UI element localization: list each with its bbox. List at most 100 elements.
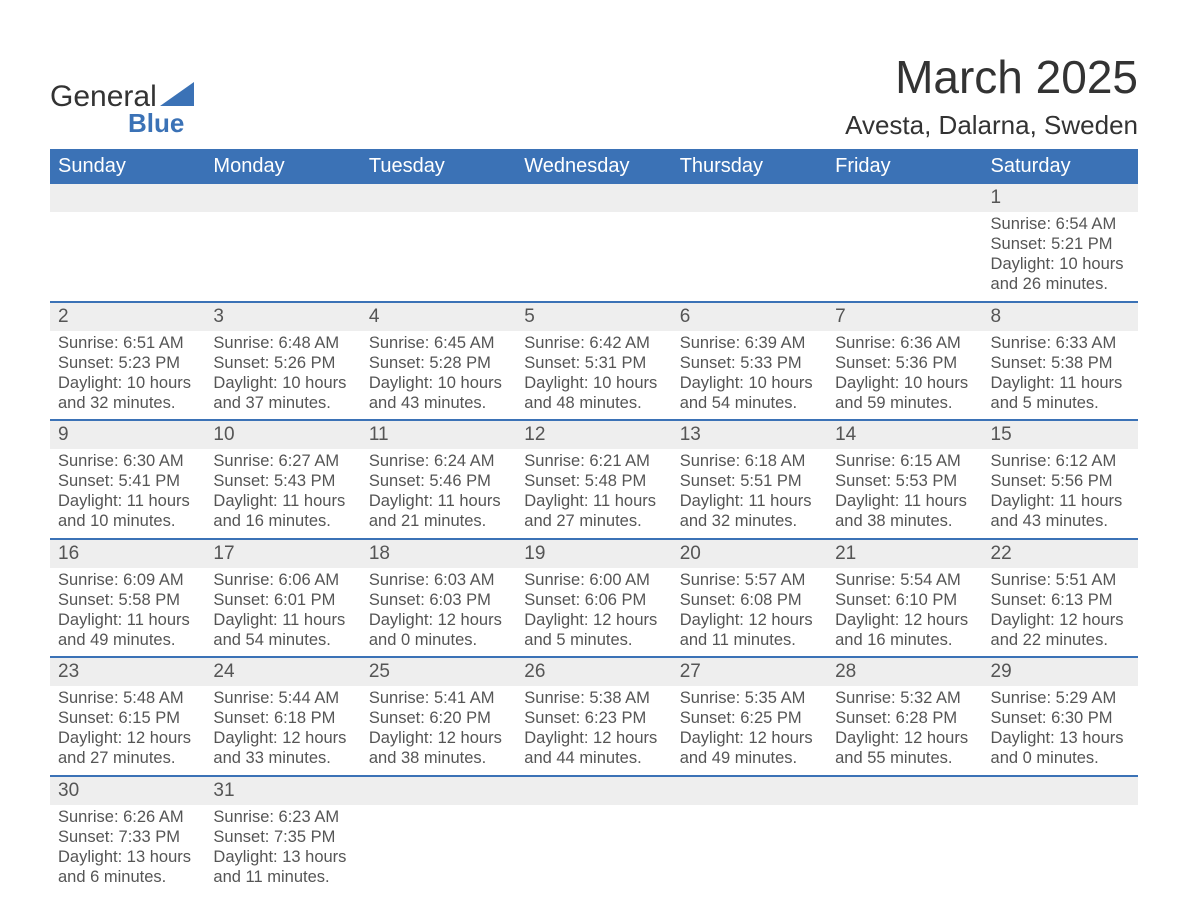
day-cell (827, 184, 982, 302)
day-cell: 25Sunrise: 5:41 AMSunset: 6:20 PMDayligh… (361, 657, 516, 776)
month-title: March 2025 (845, 50, 1138, 104)
day-details: Sunrise: 6:54 AMSunset: 5:21 PMDaylight:… (983, 212, 1138, 301)
day-details: Sunrise: 6:15 AMSunset: 5:53 PMDaylight:… (827, 449, 982, 538)
sunrise-line: Sunrise: 5:51 AM (991, 570, 1130, 590)
sunset-line: Sunset: 5:56 PM (991, 471, 1130, 491)
daylight-line: Daylight: 12 hours and 5 minutes. (524, 610, 663, 650)
sunset-line: Sunset: 6:28 PM (835, 708, 974, 728)
sunrise-line: Sunrise: 6:09 AM (58, 570, 197, 590)
logo: General Blue (50, 50, 194, 139)
sunrise-line: Sunrise: 6:03 AM (369, 570, 508, 590)
day-cell: 15Sunrise: 6:12 AMSunset: 5:56 PMDayligh… (983, 420, 1138, 539)
day-details: Sunrise: 6:45 AMSunset: 5:28 PMDaylight:… (361, 331, 516, 420)
sunrise-line: Sunrise: 6:33 AM (991, 333, 1130, 353)
day-cell: 18Sunrise: 6:03 AMSunset: 6:03 PMDayligh… (361, 539, 516, 658)
day-number: 16 (50, 540, 205, 568)
sunset-line: Sunset: 6:18 PM (213, 708, 352, 728)
sunset-line: Sunset: 5:38 PM (991, 353, 1130, 373)
sunrise-line: Sunrise: 6:21 AM (524, 451, 663, 471)
day-details: Sunrise: 5:48 AMSunset: 6:15 PMDaylight:… (50, 686, 205, 775)
day-number: 14 (827, 421, 982, 449)
day-number (50, 184, 205, 212)
day-cell (827, 776, 982, 894)
day-cell: 3Sunrise: 6:48 AMSunset: 5:26 PMDaylight… (205, 302, 360, 421)
day-number (672, 777, 827, 805)
day-cell: 16Sunrise: 6:09 AMSunset: 5:58 PMDayligh… (50, 539, 205, 658)
day-cell: 13Sunrise: 6:18 AMSunset: 5:51 PMDayligh… (672, 420, 827, 539)
day-number (361, 777, 516, 805)
day-details (516, 805, 671, 813)
day-details: Sunrise: 6:48 AMSunset: 5:26 PMDaylight:… (205, 331, 360, 420)
header: General Blue March 2025 Avesta, Dalarna,… (50, 50, 1138, 141)
sunset-line: Sunset: 5:46 PM (369, 471, 508, 491)
day-details: Sunrise: 6:42 AMSunset: 5:31 PMDaylight:… (516, 331, 671, 420)
logo-triangle-icon (160, 82, 194, 106)
day-cell: 24Sunrise: 5:44 AMSunset: 6:18 PMDayligh… (205, 657, 360, 776)
day-number: 21 (827, 540, 982, 568)
day-details (827, 212, 982, 220)
calendar-table: SundayMondayTuesdayWednesdayThursdayFrid… (50, 149, 1138, 893)
day-details (827, 805, 982, 813)
day-details (50, 212, 205, 220)
day-number: 15 (983, 421, 1138, 449)
daylight-line: Daylight: 12 hours and 0 minutes. (369, 610, 508, 650)
week-row: 2Sunrise: 6:51 AMSunset: 5:23 PMDaylight… (50, 302, 1138, 421)
day-cell: 17Sunrise: 6:06 AMSunset: 6:01 PMDayligh… (205, 539, 360, 658)
weekday-header: Thursday (672, 149, 827, 184)
sunset-line: Sunset: 5:53 PM (835, 471, 974, 491)
sunrise-line: Sunrise: 6:18 AM (680, 451, 819, 471)
daylight-line: Daylight: 12 hours and 33 minutes. (213, 728, 352, 768)
day-cell: 23Sunrise: 5:48 AMSunset: 6:15 PMDayligh… (50, 657, 205, 776)
day-number: 19 (516, 540, 671, 568)
day-cell (361, 776, 516, 894)
day-number (205, 184, 360, 212)
day-cell: 14Sunrise: 6:15 AMSunset: 5:53 PMDayligh… (827, 420, 982, 539)
day-number: 23 (50, 658, 205, 686)
day-cell: 26Sunrise: 5:38 AMSunset: 6:23 PMDayligh… (516, 657, 671, 776)
day-cell (361, 184, 516, 302)
sunset-line: Sunset: 5:21 PM (991, 234, 1130, 254)
day-details: Sunrise: 5:41 AMSunset: 6:20 PMDaylight:… (361, 686, 516, 775)
daylight-line: Daylight: 12 hours and 49 minutes. (680, 728, 819, 768)
daylight-line: Daylight: 12 hours and 22 minutes. (991, 610, 1130, 650)
sunset-line: Sunset: 6:20 PM (369, 708, 508, 728)
day-details: Sunrise: 6:51 AMSunset: 5:23 PMDaylight:… (50, 331, 205, 420)
daylight-line: Daylight: 12 hours and 38 minutes. (369, 728, 508, 768)
day-number (672, 184, 827, 212)
daylight-line: Daylight: 12 hours and 55 minutes. (835, 728, 974, 768)
sunset-line: Sunset: 7:35 PM (213, 827, 352, 847)
daylight-line: Daylight: 13 hours and 11 minutes. (213, 847, 352, 887)
sunrise-line: Sunrise: 5:44 AM (213, 688, 352, 708)
sunset-line: Sunset: 6:01 PM (213, 590, 352, 610)
day-number (827, 184, 982, 212)
day-details: Sunrise: 6:24 AMSunset: 5:46 PMDaylight:… (361, 449, 516, 538)
day-cell (672, 776, 827, 894)
day-cell: 11Sunrise: 6:24 AMSunset: 5:46 PMDayligh… (361, 420, 516, 539)
day-details: Sunrise: 6:36 AMSunset: 5:36 PMDaylight:… (827, 331, 982, 420)
day-number (827, 777, 982, 805)
day-number: 20 (672, 540, 827, 568)
day-cell: 31Sunrise: 6:23 AMSunset: 7:35 PMDayligh… (205, 776, 360, 894)
daylight-line: Daylight: 11 hours and 21 minutes. (369, 491, 508, 531)
sunset-line: Sunset: 6:08 PM (680, 590, 819, 610)
week-row: 16Sunrise: 6:09 AMSunset: 5:58 PMDayligh… (50, 539, 1138, 658)
daylight-line: Daylight: 13 hours and 0 minutes. (991, 728, 1130, 768)
daylight-line: Daylight: 10 hours and 37 minutes. (213, 373, 352, 413)
day-details: Sunrise: 5:29 AMSunset: 6:30 PMDaylight:… (983, 686, 1138, 775)
day-details: Sunrise: 6:26 AMSunset: 7:33 PMDaylight:… (50, 805, 205, 894)
day-cell: 22Sunrise: 5:51 AMSunset: 6:13 PMDayligh… (983, 539, 1138, 658)
day-number: 12 (516, 421, 671, 449)
day-cell: 1Sunrise: 6:54 AMSunset: 5:21 PMDaylight… (983, 184, 1138, 302)
day-number: 4 (361, 303, 516, 331)
sunrise-line: Sunrise: 6:26 AM (58, 807, 197, 827)
sunrise-line: Sunrise: 6:15 AM (835, 451, 974, 471)
day-number: 1 (983, 184, 1138, 212)
day-cell: 27Sunrise: 5:35 AMSunset: 6:25 PMDayligh… (672, 657, 827, 776)
day-cell (672, 184, 827, 302)
daylight-line: Daylight: 12 hours and 11 minutes. (680, 610, 819, 650)
day-details: Sunrise: 6:06 AMSunset: 6:01 PMDaylight:… (205, 568, 360, 657)
daylight-line: Daylight: 12 hours and 16 minutes. (835, 610, 974, 650)
day-number: 18 (361, 540, 516, 568)
sunrise-line: Sunrise: 5:48 AM (58, 688, 197, 708)
day-details: Sunrise: 6:30 AMSunset: 5:41 PMDaylight:… (50, 449, 205, 538)
